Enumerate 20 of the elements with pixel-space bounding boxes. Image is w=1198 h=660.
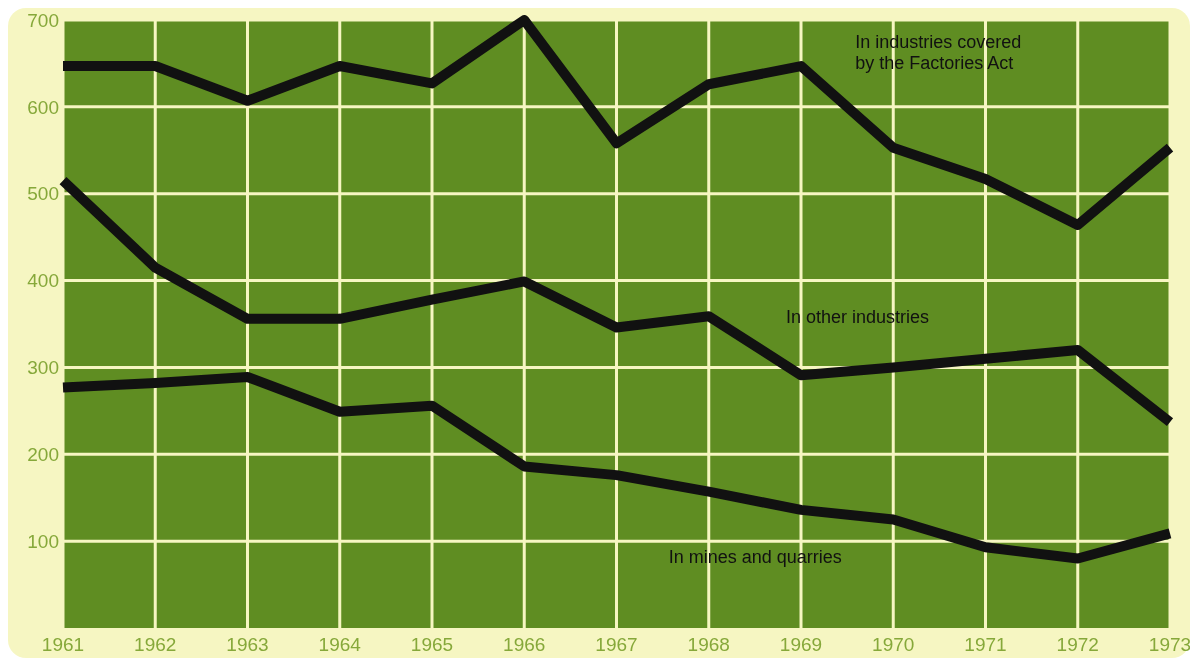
x-tick-label: 1972 [1056,634,1099,655]
x-tick-label: 1963 [226,634,269,655]
y-tick-label: 100 [27,530,59,552]
x-tick-label: 1964 [318,634,362,655]
x-tick-label: 1970 [872,634,915,655]
x-tick-label: 1969 [779,634,823,655]
x-tick-label: 1966 [503,634,546,655]
y-tick-label: 200 [27,443,59,465]
x-tick-label: 1962 [134,634,177,655]
y-tick-label: 400 [27,270,59,292]
y-tick-label: 300 [27,357,59,379]
x-tick-label: 1967 [595,634,638,655]
x-tick-label: 1961 [41,634,85,655]
y-tick-label: 500 [27,183,59,205]
x-tick-label: 1971 [964,634,1007,655]
x-tick-label: 1965 [410,634,454,655]
y-tick-label: 700 [27,9,59,31]
y-tick-label: 600 [27,96,59,118]
x-tick-label: 1973 [1148,634,1192,655]
x-tick-label: 1968 [687,634,730,655]
